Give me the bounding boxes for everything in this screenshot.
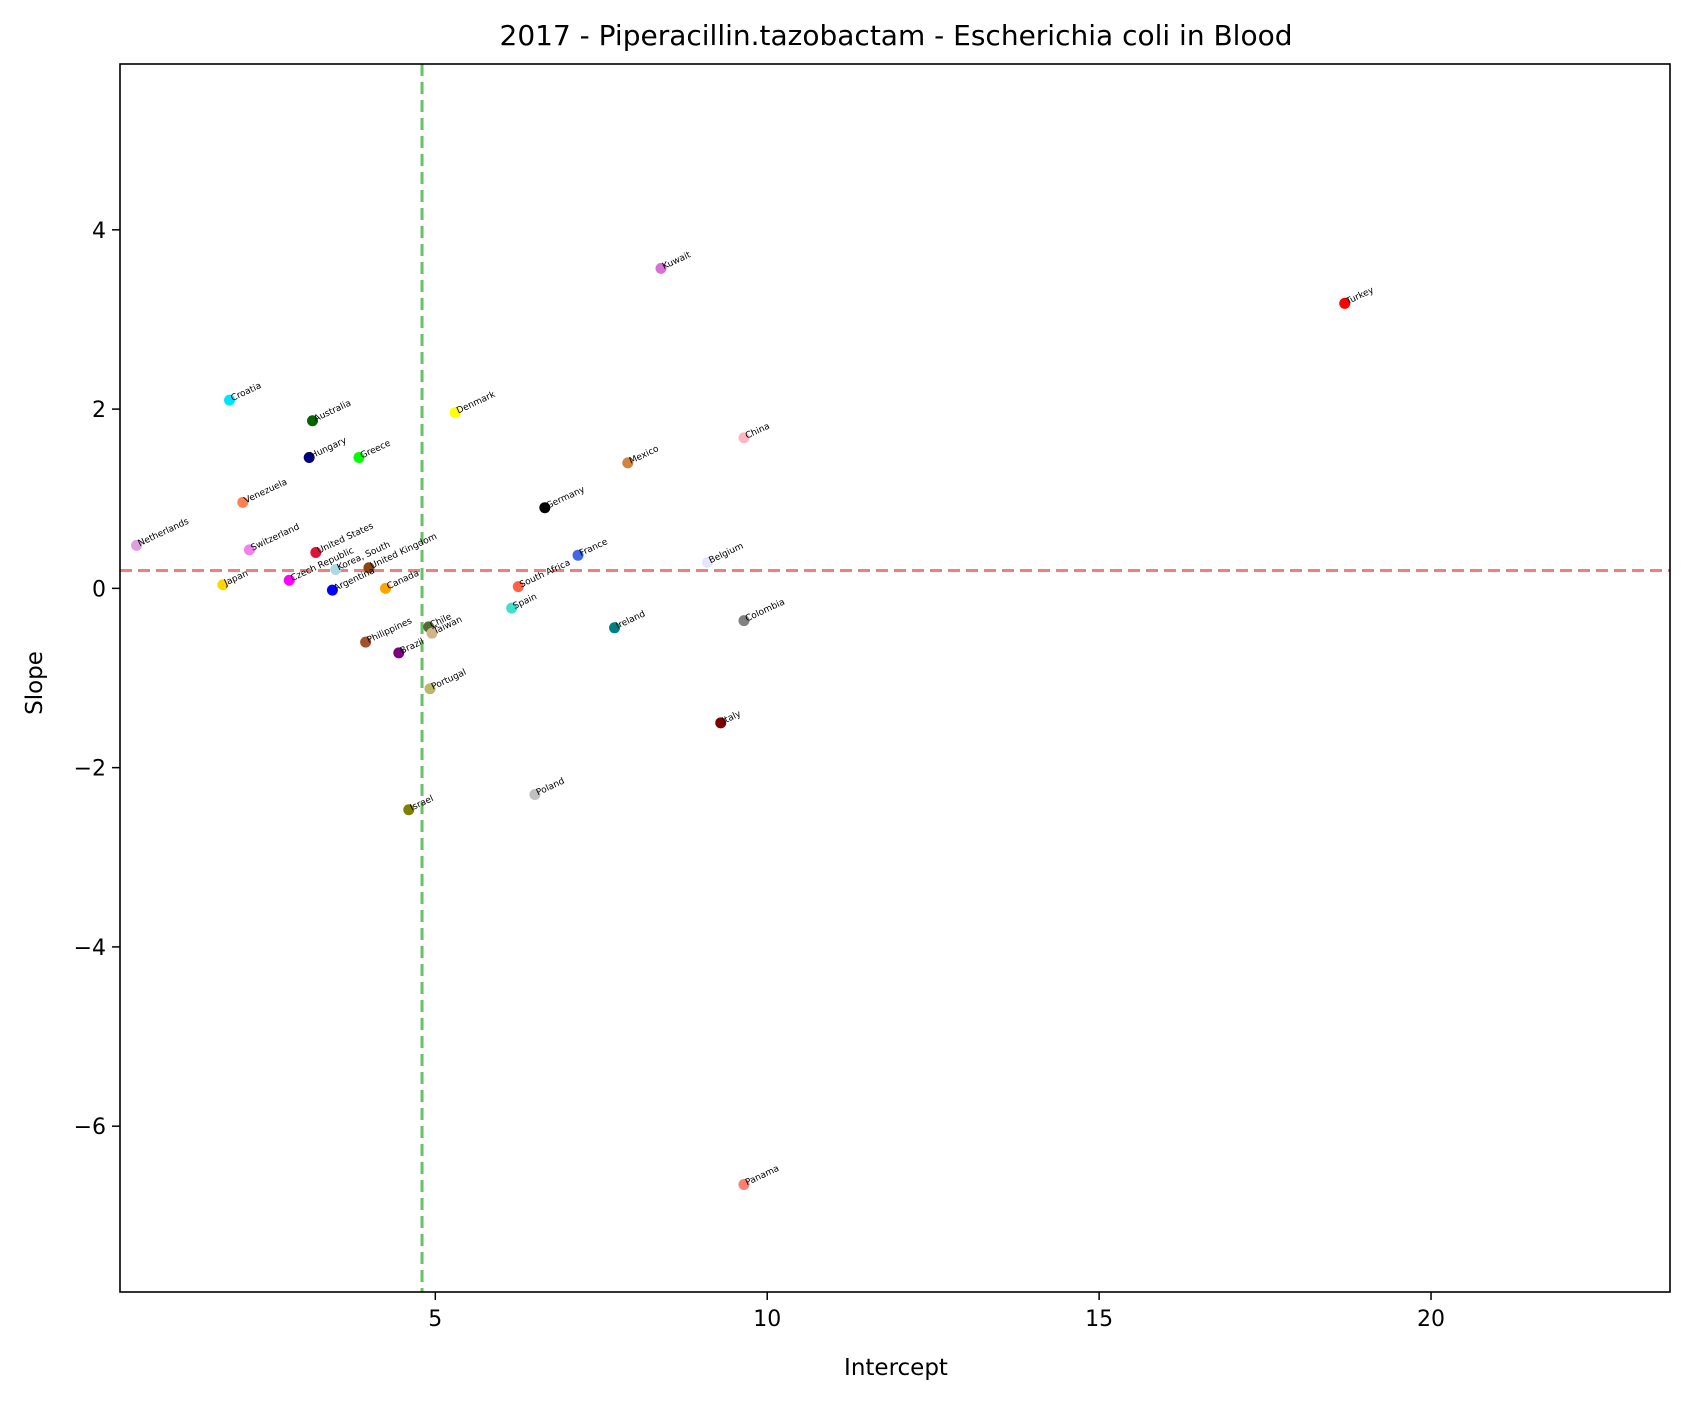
data-point [622,457,634,469]
data-point [1339,297,1351,309]
plot-background [120,64,1670,1292]
y-tick-label: 0 [92,577,106,602]
data-point [449,407,461,419]
x-axis-label: Intercept [844,1355,948,1381]
data-point [224,394,236,406]
data-points [131,262,1351,1190]
data-point [217,579,229,591]
data-point [326,584,338,596]
data-point [539,502,551,514]
x-tick-label: 15 [1085,1307,1113,1332]
data-point [393,647,405,659]
y-axis: −6 −4 −2 0 2 4 [74,219,120,1140]
data-point [243,544,255,556]
y-tick-label: −6 [74,1115,106,1140]
data-point [738,615,750,627]
data-point [609,622,621,634]
data-point [283,574,295,586]
x-tick-label: 5 [428,1307,442,1332]
data-point [572,549,584,561]
data-point [701,556,713,568]
data-point [307,415,319,427]
plot-area: NetherlandsCroatiaJapanVenezuelaSwitzerl… [119,63,1671,1293]
data-point [303,451,315,463]
data-point [330,564,342,576]
data-point [738,1178,750,1190]
x-axis: 5 10 15 20 [428,1292,1445,1332]
x-tick-label: 20 [1417,1307,1445,1332]
data-point [426,627,438,639]
data-point [310,547,322,559]
y-axis-label: Slope [22,651,48,715]
y-tick-label: 2 [92,398,106,423]
data-point [403,804,415,816]
data-point [363,562,375,574]
data-point [655,262,667,274]
data-point [360,636,372,648]
y-tick-label: 4 [92,219,106,244]
data-point [529,789,541,801]
data-point [424,683,436,695]
y-tick-label: −2 [74,757,106,782]
plot-frame [119,63,1671,1293]
data-point [353,451,365,463]
data-point [715,717,727,729]
data-point [131,539,143,551]
y-tick-label: −4 [74,936,106,961]
data-point [237,496,249,508]
data-point [506,602,518,614]
chart-title: 2017 - Piperacillin.tazobactam - Escheri… [500,19,1293,52]
data-point [738,432,750,444]
data-point [380,582,392,594]
x-tick-label: 10 [753,1307,781,1332]
reference-lines [120,64,1670,1292]
data-point [512,581,524,593]
